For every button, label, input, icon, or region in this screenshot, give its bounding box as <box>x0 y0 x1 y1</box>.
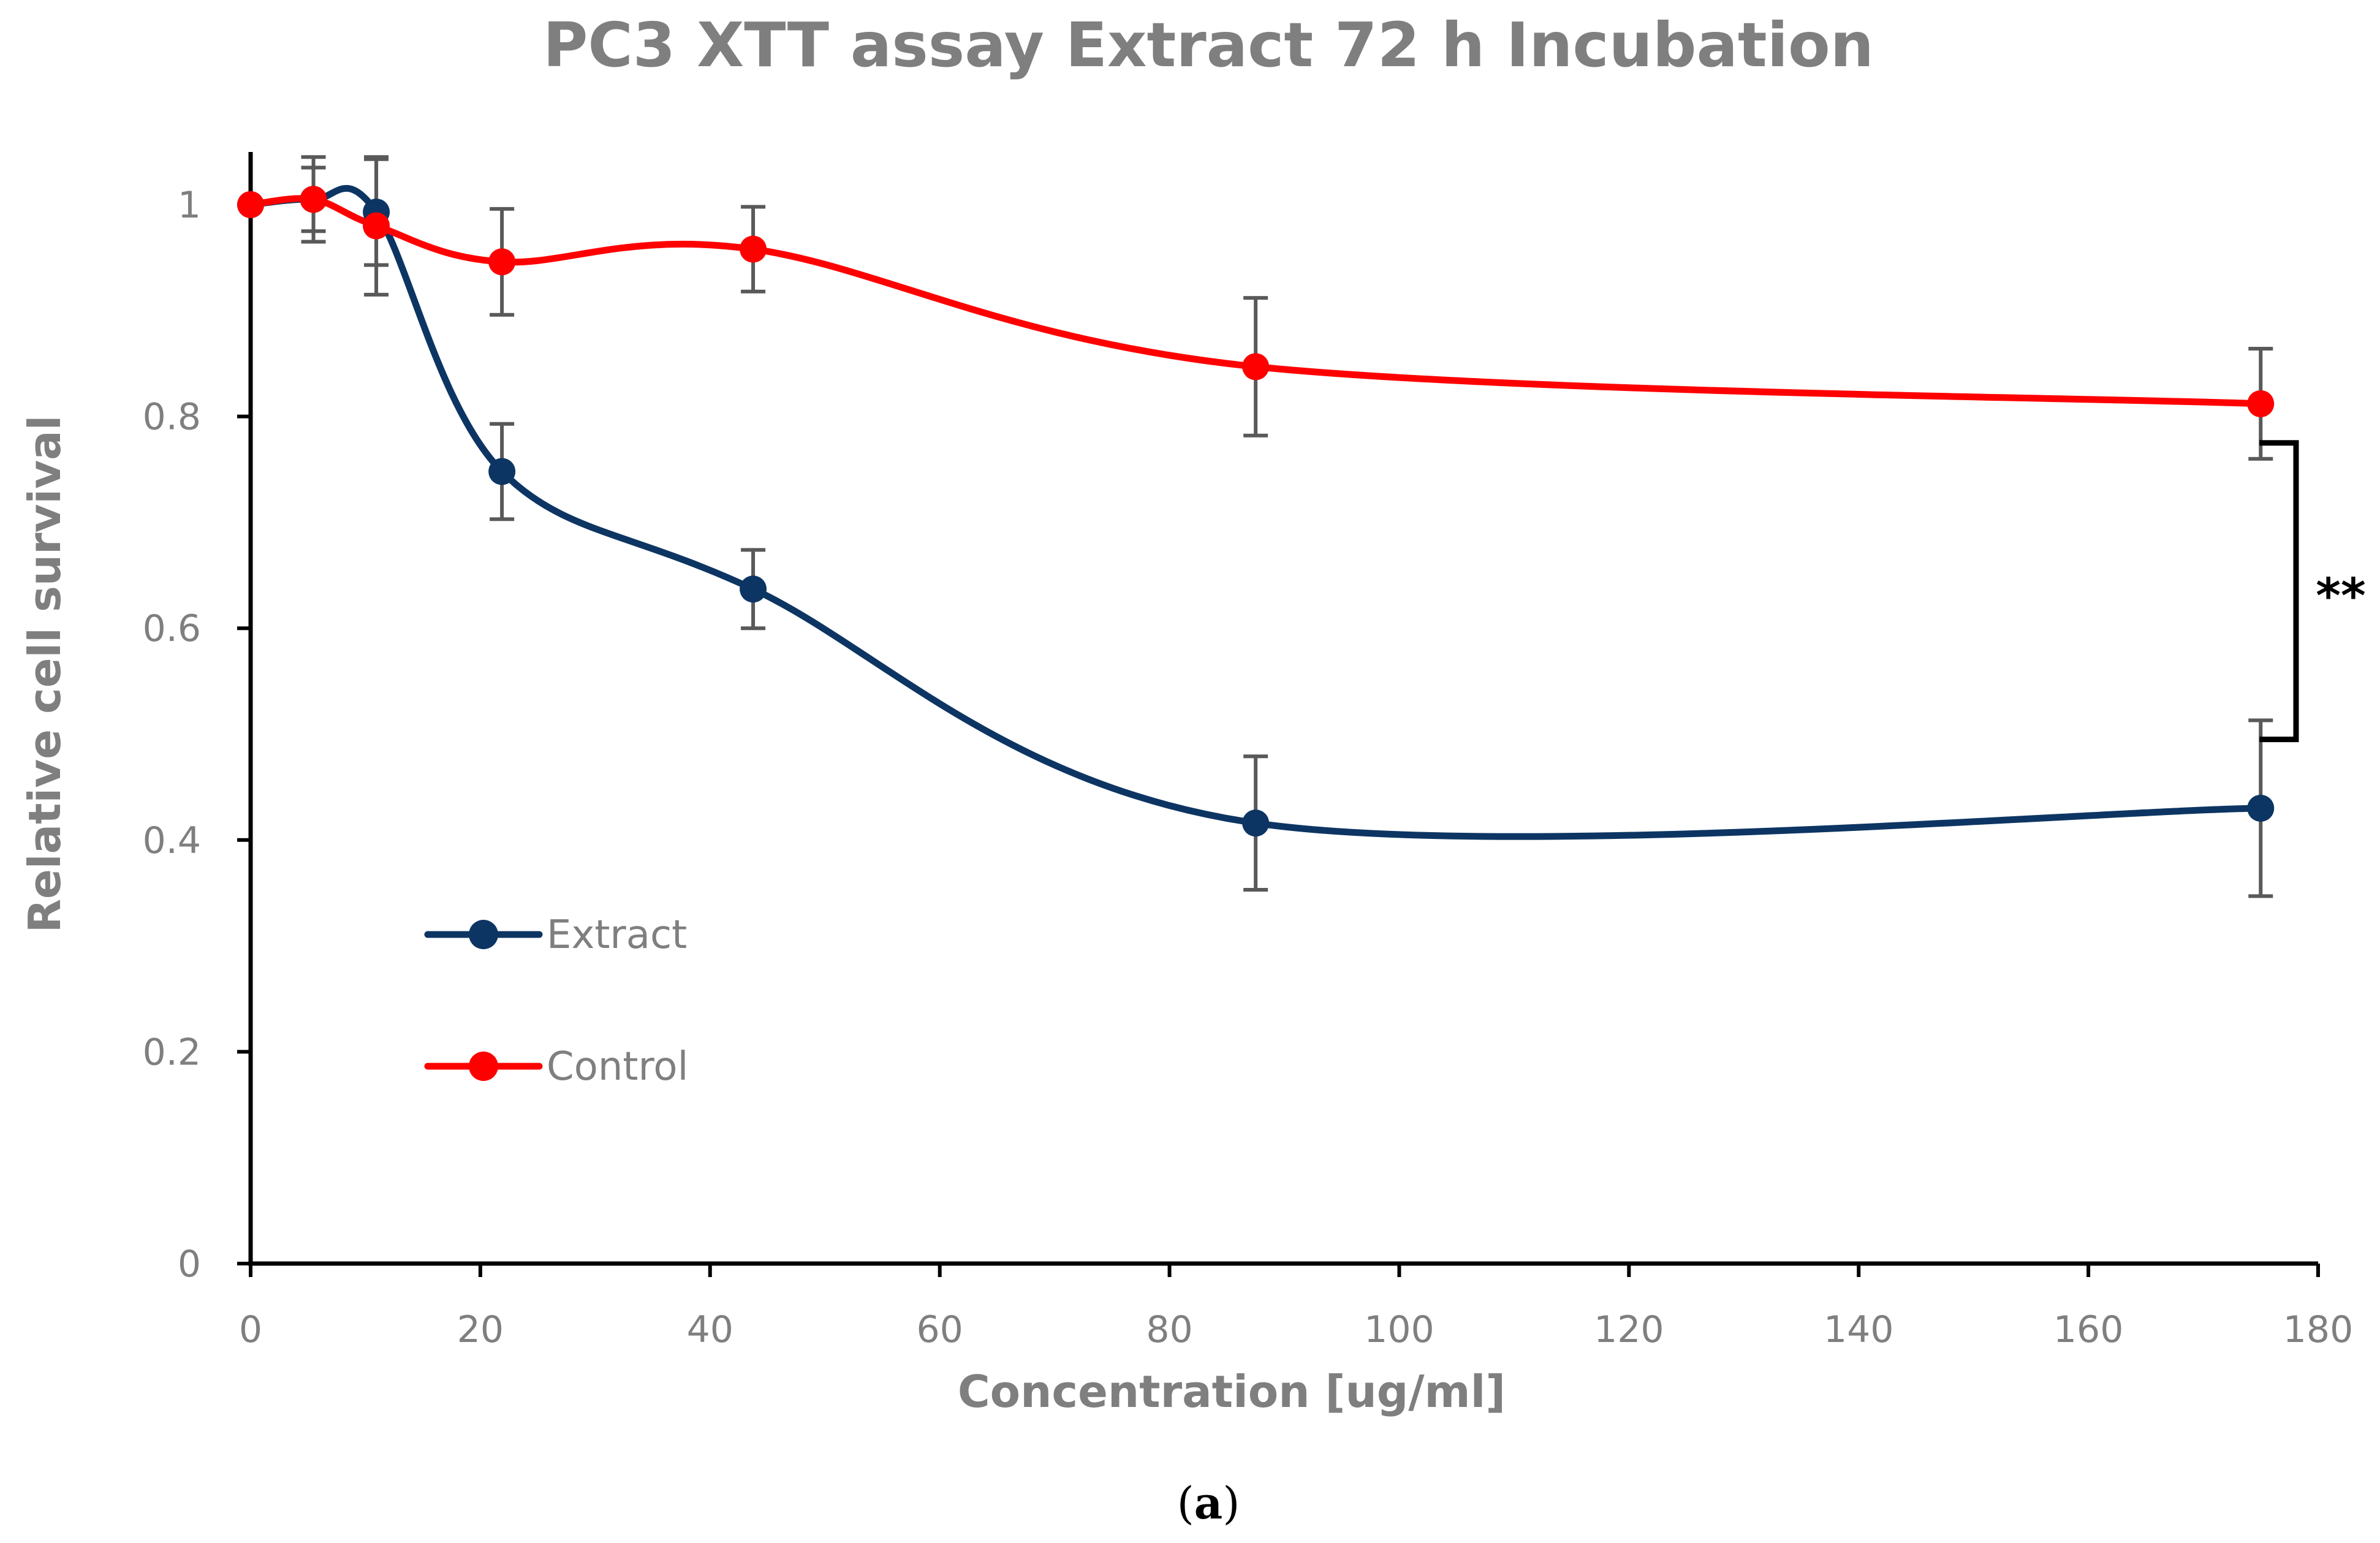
control-point <box>740 235 767 263</box>
control-point <box>363 212 390 240</box>
x-tick-label: 0 <box>239 1308 262 1351</box>
x-tick-label: 160 <box>2053 1308 2124 1351</box>
y-tick-label: 0 <box>178 1243 201 1286</box>
panel-label: (a) <box>1177 1477 1240 1529</box>
tick-labels: 0 0.2 0.4 0.6 0.8 1 0 20 40 60 80 100 120 140 160 180 <box>143 184 2354 1351</box>
control-point <box>2247 390 2275 417</box>
y-tick-label: 1 <box>178 184 201 227</box>
legend-extract-marker <box>469 920 498 949</box>
y-axis-title: Relative cell survival <box>19 415 70 933</box>
x-tick-label: 80 <box>1146 1308 1192 1351</box>
y-tick-label: 0.4 <box>143 819 201 862</box>
series-lines <box>247 185 2264 840</box>
axes <box>237 152 2320 1277</box>
x-tick-label: 140 <box>1824 1308 1894 1351</box>
extract-point <box>488 458 516 485</box>
data-points <box>237 186 2275 837</box>
extract-point <box>2247 794 2275 822</box>
control-point <box>300 186 327 213</box>
significance-bracket-line <box>2259 440 2299 743</box>
control-point <box>237 191 264 218</box>
chart-title: PC3 XTT assay Extract 72 h Incubation <box>543 9 1874 81</box>
x-tick-label: 120 <box>1594 1308 1664 1351</box>
y-tick-label: 0.2 <box>143 1031 201 1074</box>
x-tick-label: 40 <box>687 1308 733 1351</box>
x-tick-label: 60 <box>916 1308 963 1351</box>
legend-control-label: Control <box>547 1044 688 1090</box>
significance-bracket: ** <box>2259 440 2366 743</box>
x-tick-label: 180 <box>2283 1308 2354 1351</box>
legend-control-marker <box>469 1052 498 1081</box>
extract-series-line <box>247 185 2264 840</box>
x-tick-label: 100 <box>1364 1308 1434 1351</box>
panel-label-letter: a <box>1194 1477 1223 1529</box>
y-tick-label: 0.8 <box>143 396 201 439</box>
extract-point <box>1242 809 1270 837</box>
x-tick-label: 20 <box>457 1308 504 1351</box>
control-point <box>488 248 516 276</box>
legend: Extract Control <box>424 912 688 1090</box>
extract-point <box>740 575 767 603</box>
x-axis-title: Concentration [ug/ml] <box>958 1366 1506 1417</box>
legend-extract-label: Extract <box>547 912 687 958</box>
panel-label-open: ( <box>1177 1477 1194 1529</box>
panel-label-close: ) <box>1222 1477 1240 1529</box>
control-point <box>1242 353 1270 381</box>
significance-label: ** <box>2316 569 2366 624</box>
y-tick-label: 0.6 <box>143 607 201 650</box>
